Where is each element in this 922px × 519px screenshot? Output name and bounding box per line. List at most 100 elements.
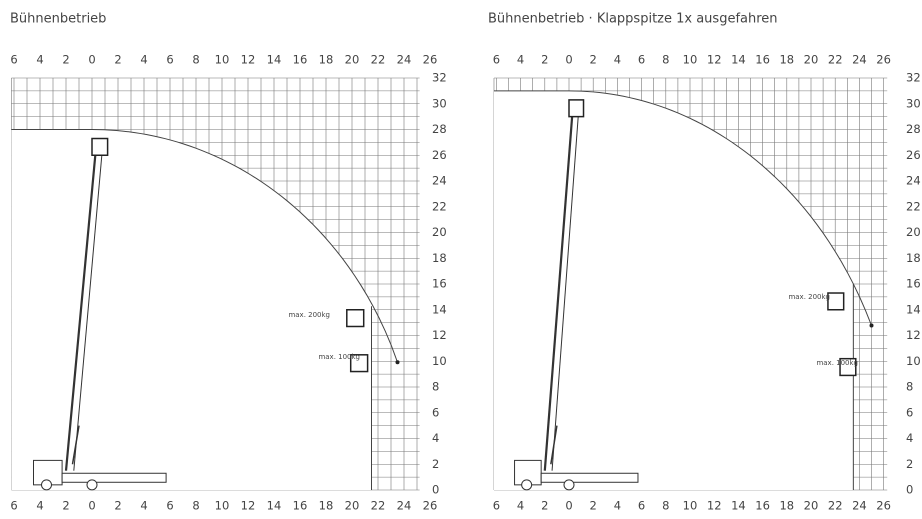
x-label-bottom: 14 [731,499,746,513]
y-label: 4 [906,431,913,445]
x-label-top: 14 [731,53,746,67]
x-label-top: 8 [192,53,199,67]
x-label-top: 2 [590,53,597,67]
outrigger [550,425,558,465]
y-label: 6 [906,405,913,419]
x-label-top: 18 [779,53,794,67]
truck-bed [540,472,639,483]
x-label-bottom: 4 [614,499,621,513]
boom [64,148,97,471]
y-label: 28 [432,122,447,136]
y-label: 8 [906,380,913,394]
y-label: 18 [906,251,921,265]
y-label: 14 [432,302,447,316]
y-label: 2 [432,457,439,471]
x-label-bottom: 16 [293,499,308,513]
y-label: 10 [906,354,921,368]
truck-bed [61,472,167,483]
boom [73,148,103,471]
x-label-bottom: 8 [662,499,669,513]
x-label-bottom: 24 [852,499,867,513]
x-label-top: 6 [493,53,500,67]
x-label-top: 22 [371,53,386,67]
load-label: max. 200kg [288,311,330,319]
x-label-top: 18 [319,53,334,67]
y-label: 6 [432,405,439,419]
boom [551,110,580,471]
basket [346,309,365,328]
x-label-bottom: 16 [755,499,770,513]
x-label-bottom: 20 [345,499,360,513]
y-label: 0 [432,483,439,497]
x-label-top: 10 [215,53,230,67]
x-label-bottom: 2 [62,499,69,513]
wheel [563,479,575,491]
y-label: 4 [432,431,439,445]
y-label: 20 [432,225,447,239]
x-label-top: 6 [166,53,173,67]
x-label-bottom: 6 [638,499,645,513]
x-label-bottom: 6 [10,499,17,513]
load-label: max. 100kg [318,353,360,361]
y-label: 16 [906,277,921,291]
x-label-bottom: 10 [215,499,230,513]
x-label-top: 4 [614,53,621,67]
y-label: 30 [906,96,921,110]
reach-point [869,323,874,328]
envelope-curve [91,129,398,363]
y-label: 18 [432,251,447,265]
y-label: 8 [432,380,439,394]
basket [568,99,585,118]
x-label-top: 6 [638,53,645,67]
x-label-top: 14 [267,53,282,67]
x-label-top: 26 [423,53,438,67]
y-label: 12 [432,328,447,342]
x-label-top: 20 [345,53,360,67]
load-label: max. 100kg [816,359,858,367]
y-label: 24 [432,174,447,188]
x-label-bottom: 12 [241,499,256,513]
y-label: 2 [906,457,913,471]
envelope-curve [568,90,872,326]
wheel [86,479,98,491]
x-label-bottom: 2 [541,499,548,513]
x-label-top: 6 [10,53,17,67]
y-label: 22 [906,199,921,213]
y-label: 0 [906,483,913,497]
x-label-top: 16 [755,53,770,67]
x-label-top: 4 [517,53,524,67]
x-label-bottom: 4 [140,499,147,513]
x-label-top: 4 [140,53,147,67]
x-label-bottom: 0 [88,499,95,513]
y-label: 12 [906,328,921,342]
x-label-bottom: 0 [565,499,572,513]
x-label-top: 24 [397,53,412,67]
x-label-bottom: 20 [804,499,819,513]
y-label: 16 [432,277,447,291]
x-label-bottom: 24 [397,499,412,513]
x-label-bottom: 26 [876,499,891,513]
y-label: 20 [906,225,921,239]
x-label-top: 4 [36,53,43,67]
y-label: 32 [906,71,921,85]
y-label: 14 [906,302,921,316]
y-label: 26 [906,148,921,162]
x-label-top: 2 [62,53,69,67]
x-label-bottom: 2 [114,499,121,513]
panel: Bühnenbetrieb · Klappspitze 1x ausgefahr… [488,12,921,513]
envelope [493,90,854,490]
x-label-bottom: 4 [517,499,524,513]
x-label-top: 10 [683,53,698,67]
wheel [41,479,52,491]
x-label-top: 0 [88,53,95,67]
x-label-top: 24 [852,53,867,67]
x-label-bottom: 14 [267,499,282,513]
x-label-top: 16 [293,53,308,67]
envelope [11,129,372,490]
x-label-top: 22 [828,53,843,67]
x-label-bottom: 12 [707,499,722,513]
y-label: 26 [432,148,447,162]
wheel [521,479,533,491]
panel-title: Bühnenbetrieb [10,12,106,27]
